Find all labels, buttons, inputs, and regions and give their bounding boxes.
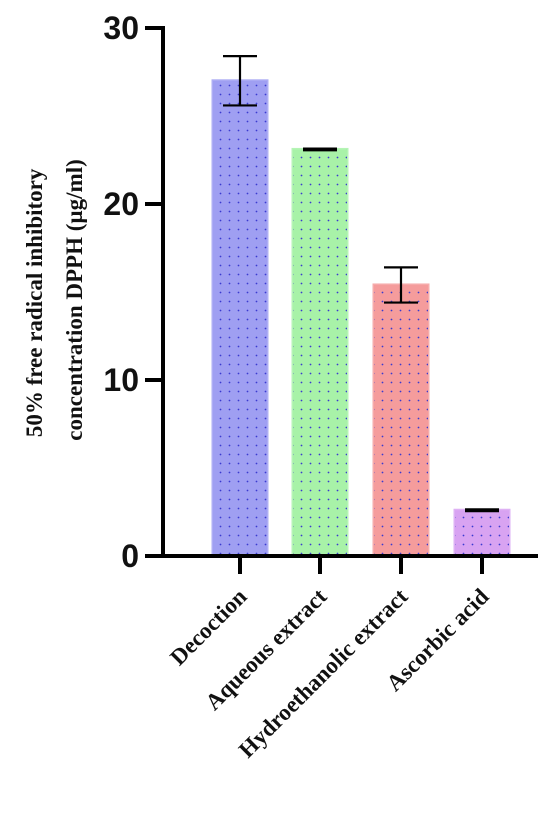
bars-layer: [211, 79, 511, 558]
bar-4-pattern: [455, 510, 509, 556]
y-axis-title-line-1: 50% free radical inhibitory: [22, 168, 47, 437]
y-tick-label-10: 10: [103, 362, 139, 398]
bar-2-pattern: [293, 149, 347, 556]
error-bars-layer: [223, 55, 499, 513]
y-axis-title-line-2: concentration DPPH (µg/ml): [62, 159, 87, 441]
y-tick-label-0: 0: [121, 538, 139, 574]
y-tick-label-30: 30: [103, 10, 139, 46]
bar-1-pattern: [213, 80, 267, 557]
y-tick-label-20: 20: [103, 186, 139, 222]
y-axis-title: 50% free radical inhibitory concentratio…: [22, 159, 87, 441]
axes-layer: [145, 26, 538, 574]
x-tick-label-1: Decoction: [165, 584, 251, 670]
bar-3-pattern: [374, 284, 428, 556]
